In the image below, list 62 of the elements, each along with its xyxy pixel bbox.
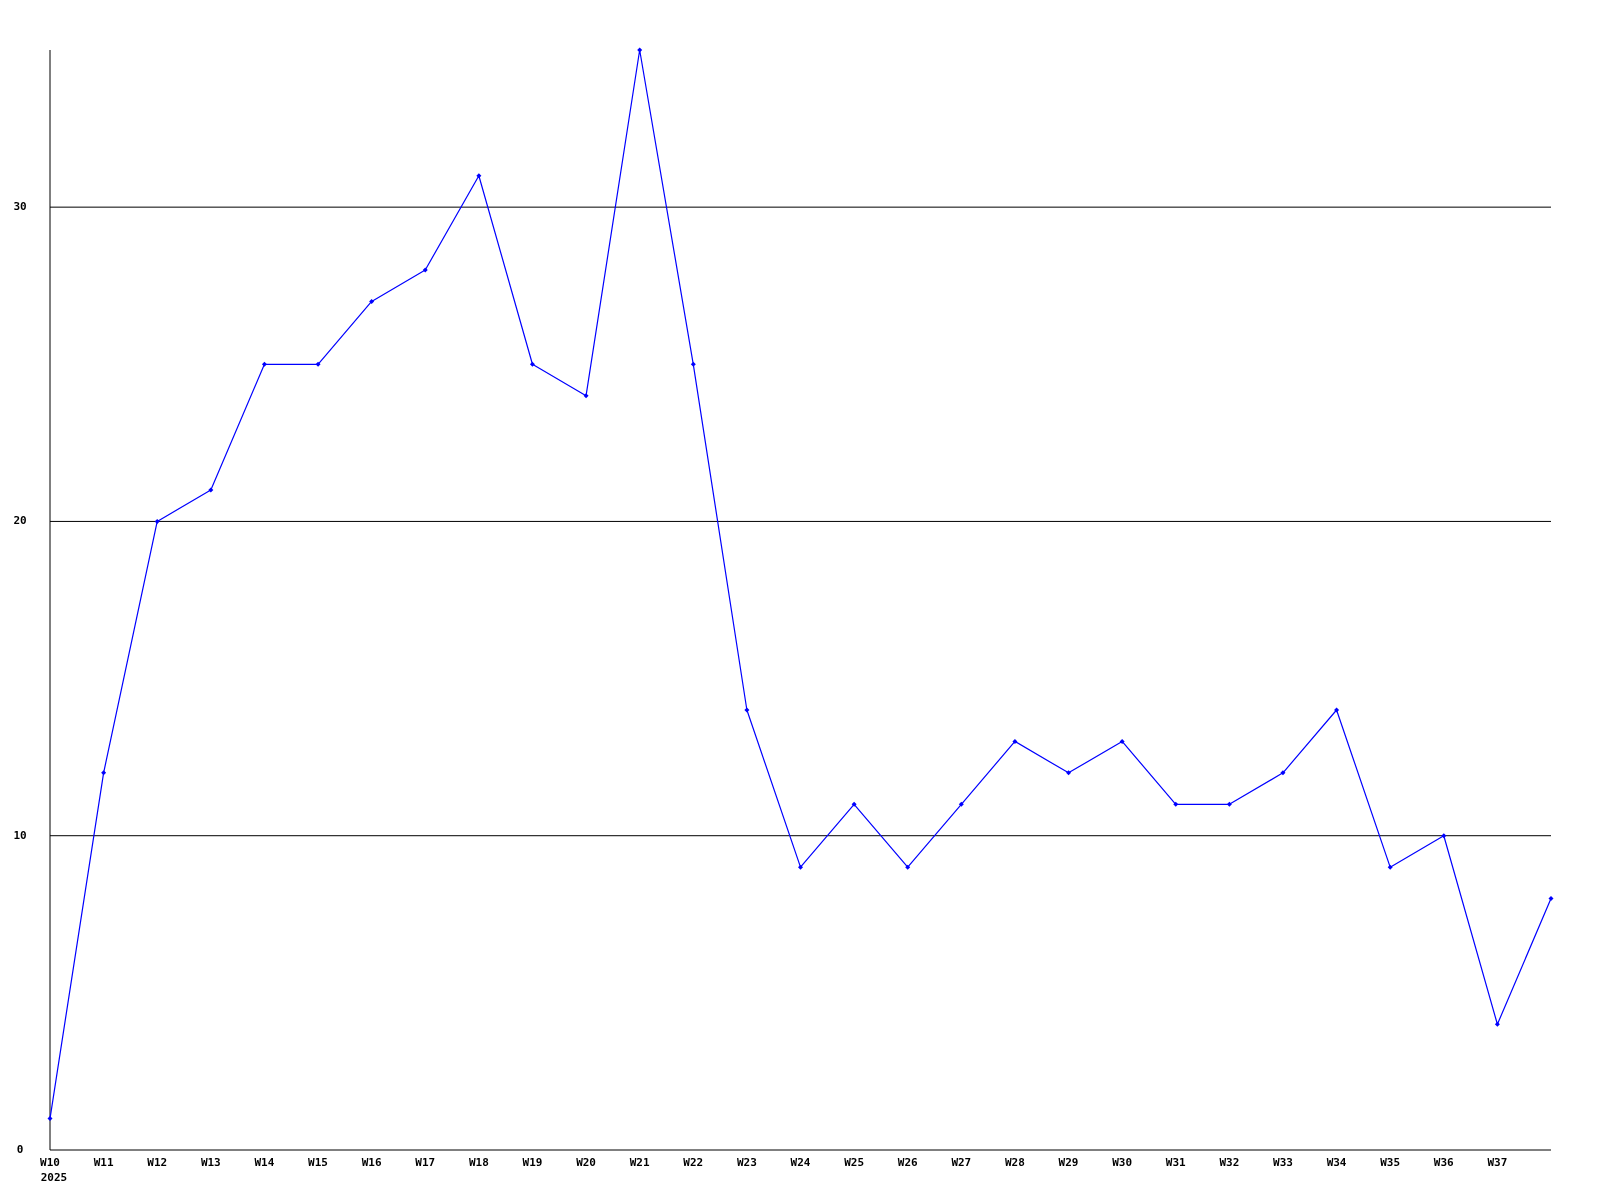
point [101, 770, 107, 776]
point [208, 487, 214, 493]
point [315, 361, 321, 367]
x-tick-label: W23 [736, 1156, 757, 1169]
text: 2025 [40, 1171, 68, 1184]
x-tick-label: W28 [1004, 1156, 1025, 1169]
point [637, 47, 643, 53]
point [798, 864, 803, 870]
point [476, 173, 482, 179]
x-tick-label: W20 [576, 1156, 597, 1169]
point [261, 361, 267, 367]
point [1173, 801, 1179, 807]
x-tick-label: W34 [1326, 1156, 1347, 1169]
x-tick-label: W12 [147, 1156, 168, 1169]
point [583, 393, 589, 399]
x-tick-label: W36 [1433, 1156, 1455, 1169]
y-tick-label: 10 [13, 828, 27, 842]
point [690, 361, 696, 367]
x-tick-label: W13 [200, 1156, 221, 1169]
x-tick-label: W14 [254, 1156, 275, 1169]
x-tick-label: W33 [1273, 1156, 1293, 1169]
x-tick-label: W25 [844, 1156, 865, 1169]
point [47, 1116, 53, 1122]
x-tick-label: W17 [415, 1156, 436, 1169]
x-tick-label: W19 [522, 1156, 543, 1169]
point [905, 864, 911, 870]
x-tick-label: W18 [468, 1156, 489, 1169]
x-tick-label: W26 [897, 1156, 919, 1169]
x-tick-label: W10 [40, 1156, 60, 1169]
point [529, 361, 535, 367]
x-tick-label: W16 [361, 1156, 382, 1169]
point [744, 707, 750, 713]
y-tick-label: 0 [16, 1143, 24, 1156]
point [154, 518, 160, 524]
x-tick-label: W27 [951, 1156, 972, 1169]
x-tick-label: W37 [1487, 1156, 1508, 1169]
x-tick-label: W21 [629, 1156, 650, 1169]
y-tick-label: 30 [13, 200, 27, 214]
point [1387, 864, 1393, 870]
point [1119, 738, 1125, 744]
y-tick-label: 20 [13, 514, 27, 528]
point [1548, 896, 1554, 902]
x-tick-label: W22 [683, 1156, 704, 1169]
x-tick-label: W15 [308, 1156, 328, 1169]
point [1012, 738, 1018, 744]
point [369, 298, 375, 304]
point [1226, 801, 1232, 807]
x-tick-label: W24 [790, 1156, 811, 1169]
point [1441, 833, 1447, 839]
x-tick-label: W29 [1058, 1156, 1079, 1169]
x-tick-label: W30 [1112, 1156, 1133, 1169]
x-tick-label: W11 [93, 1156, 114, 1169]
point [422, 267, 428, 273]
x-tick-label: W32 [1219, 1156, 1240, 1169]
point [1494, 1021, 1500, 1027]
point [851, 801, 857, 807]
point [1334, 707, 1340, 713]
x-tick-label: W31 [1165, 1156, 1187, 1169]
point [1280, 770, 1286, 776]
x-tick-label: W35 [1380, 1156, 1401, 1169]
point [1066, 770, 1072, 776]
point [958, 801, 964, 807]
